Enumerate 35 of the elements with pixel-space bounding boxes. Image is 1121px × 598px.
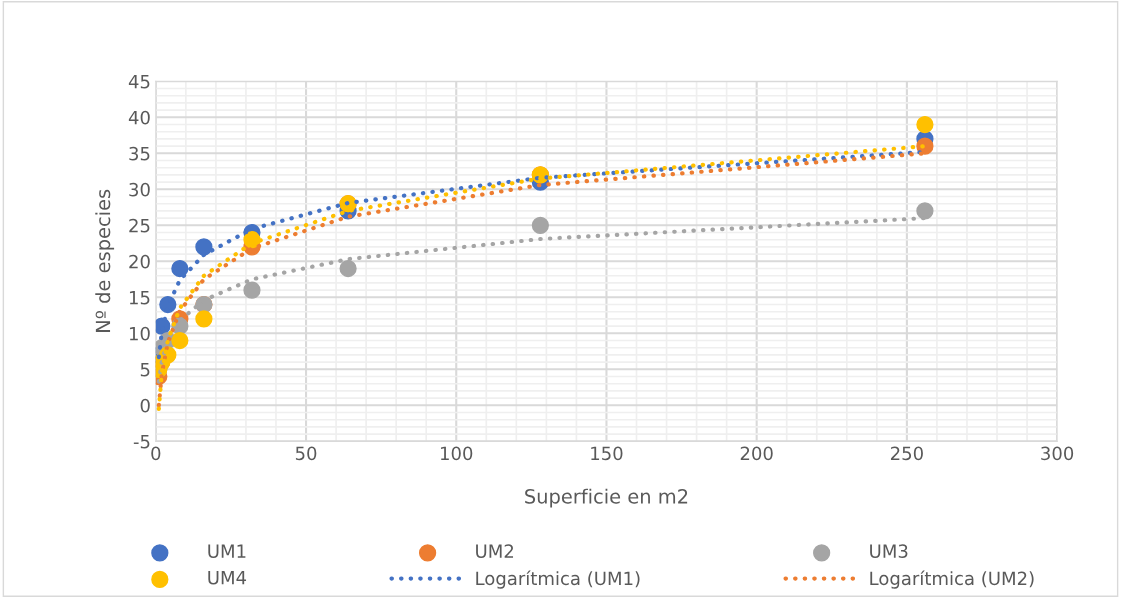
x-tick-label: 150 — [591, 446, 623, 461]
x-tick-label: 50 — [295, 446, 317, 461]
legend-label: Logarítmica (UM1) — [476, 570, 640, 589]
point — [171, 259, 189, 278]
y-tick-label: 40 — [128, 110, 150, 125]
x-axis-title: Superficie en m2 — [525, 488, 688, 508]
y-tick-label: 25 — [129, 218, 150, 233]
legend-label: UM4 — [208, 571, 247, 585]
y-tick-label: 30 — [129, 182, 150, 197]
legend-label: Logarítmica (UM2) — [870, 570, 1034, 589]
point — [916, 202, 934, 220]
x-tick-label: 300 — [1041, 446, 1074, 461]
y-axis-title: Nº de especies — [95, 189, 115, 332]
y-tick-label: 35 — [129, 146, 150, 161]
x-tick-label: 100 — [441, 446, 473, 461]
y-tick-label: 10 — [129, 326, 150, 341]
point — [195, 310, 213, 328]
x-tick-label: 250 — [890, 446, 923, 461]
x-tick-label: 200 — [740, 446, 773, 461]
y-tick-label: 20 — [129, 254, 150, 269]
point — [243, 281, 261, 299]
y-tick-label: 45 — [128, 75, 150, 89]
point — [195, 238, 213, 256]
legend-label: UM1 — [208, 544, 246, 558]
legend-label: UM3 — [870, 544, 908, 558]
y-tick-label: 5 — [140, 363, 150, 377]
legend-label: UM2 — [476, 544, 514, 558]
point — [531, 216, 549, 234]
y-tick-label: 15 — [129, 291, 150, 305]
x-tick-label: 0 — [151, 446, 161, 461]
point — [171, 331, 189, 350]
point — [339, 259, 357, 278]
y-tick-label: -5 — [133, 435, 150, 449]
point — [916, 115, 934, 134]
y-tick-label: 0 — [140, 398, 150, 413]
